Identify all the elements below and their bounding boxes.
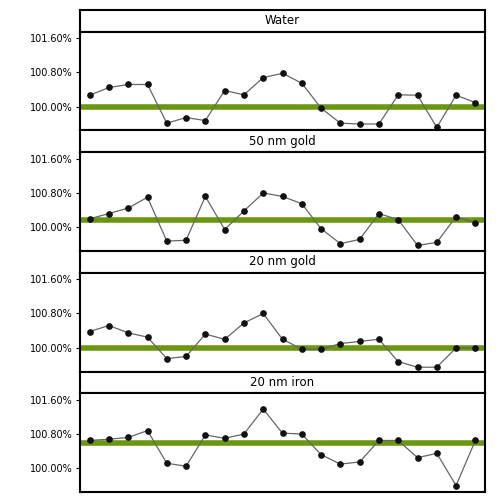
Text: 50 nm gold: 50 nm gold — [249, 135, 316, 148]
Text: Water: Water — [265, 14, 300, 27]
Text: 20 nm gold: 20 nm gold — [249, 255, 316, 268]
Text: 20 nm iron: 20 nm iron — [250, 376, 314, 389]
